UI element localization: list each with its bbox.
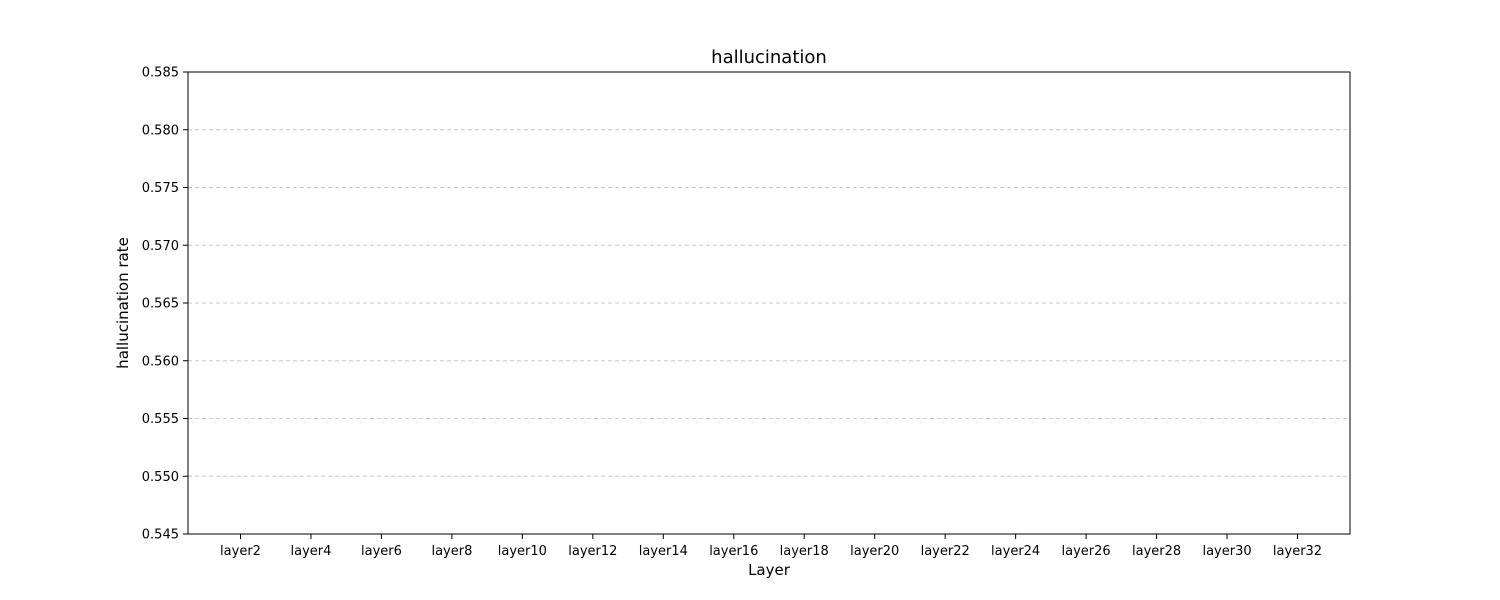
y-tick-label: 0.560 [142, 354, 179, 369]
y-tick-label: 0.550 [142, 470, 179, 485]
y-axis-ticks: 0.545 0.550 0.555 0.560 0.565 0.570 0.575 0.580… [142, 66, 188, 543]
y-tick-label: 0.555 [142, 412, 179, 427]
x-axis-label: Layer [748, 561, 791, 579]
x-tick-label: layer26 [1062, 544, 1111, 559]
plot-area-frame [187, 71, 1351, 535]
x-tick-label: layer32 [1273, 544, 1322, 559]
x-tick-label: layer20 [850, 544, 899, 559]
x-tick-label: layer18 [780, 544, 829, 559]
x-tick-label: layer6 [361, 544, 402, 559]
x-tick-label: layer16 [709, 544, 758, 559]
y-tick-label: 0.545 [142, 528, 179, 543]
grid-lines [188, 129, 1350, 477]
x-tick-label: layer30 [1202, 544, 1251, 559]
y-tick-label: 0.575 [142, 181, 179, 196]
chart-title: hallucination [711, 47, 827, 68]
x-axis-ticks: layer2 layer4 layer6 layer8 layer10 layer12 la… [220, 534, 1322, 559]
x-tick-label: layer8 [431, 544, 472, 559]
x-tick-label: layer10 [498, 544, 547, 559]
x-tick-label: layer22 [921, 544, 970, 559]
x-tick-label: layer24 [991, 544, 1040, 559]
x-tick-label: layer4 [291, 544, 332, 559]
y-axis-label: hallucination rate [114, 237, 132, 369]
y-tick-label: 0.570 [142, 239, 179, 254]
y-tick-label: 0.580 [142, 123, 179, 138]
y-tick-label: 0.585 [142, 66, 179, 81]
x-tick-label: layer28 [1132, 544, 1181, 559]
x-tick-label: layer2 [220, 544, 261, 559]
x-tick-label: layer12 [568, 544, 617, 559]
y-tick-label: 0.565 [142, 297, 179, 312]
x-tick-label: layer14 [639, 544, 688, 559]
